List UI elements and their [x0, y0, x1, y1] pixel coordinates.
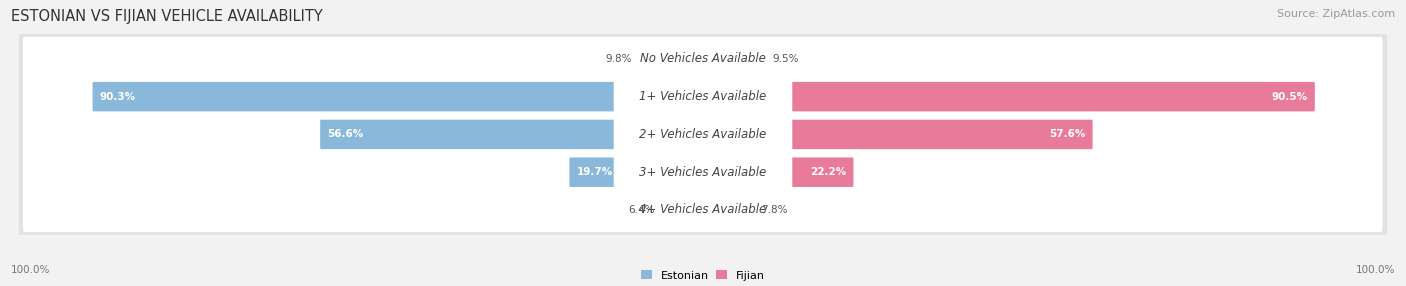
Text: 22.2%: 22.2%	[810, 167, 846, 177]
Legend: Estonian, Fijian: Estonian, Fijian	[637, 266, 769, 285]
FancyBboxPatch shape	[22, 150, 1382, 194]
FancyBboxPatch shape	[18, 69, 1388, 124]
Text: 19.7%: 19.7%	[576, 167, 613, 177]
Text: Source: ZipAtlas.com: Source: ZipAtlas.com	[1277, 9, 1395, 19]
FancyBboxPatch shape	[613, 75, 793, 118]
FancyBboxPatch shape	[321, 120, 703, 149]
FancyBboxPatch shape	[703, 82, 1315, 111]
FancyBboxPatch shape	[22, 188, 1382, 232]
FancyBboxPatch shape	[613, 151, 793, 194]
Text: 9.5%: 9.5%	[772, 54, 799, 64]
Text: 6.4%: 6.4%	[628, 205, 654, 215]
FancyBboxPatch shape	[18, 107, 1388, 162]
Text: 9.8%: 9.8%	[605, 54, 631, 64]
Text: 7.8%: 7.8%	[761, 205, 787, 215]
Text: 90.3%: 90.3%	[100, 92, 136, 102]
FancyBboxPatch shape	[93, 82, 703, 111]
FancyBboxPatch shape	[22, 37, 1382, 81]
FancyBboxPatch shape	[703, 44, 768, 74]
FancyBboxPatch shape	[18, 182, 1388, 237]
FancyBboxPatch shape	[22, 112, 1382, 156]
FancyBboxPatch shape	[613, 37, 793, 80]
Text: 56.6%: 56.6%	[328, 130, 364, 139]
FancyBboxPatch shape	[569, 158, 703, 187]
Text: 4+ Vehicles Available: 4+ Vehicles Available	[640, 203, 766, 217]
FancyBboxPatch shape	[613, 188, 793, 231]
Text: 2+ Vehicles Available: 2+ Vehicles Available	[640, 128, 766, 141]
Text: No Vehicles Available: No Vehicles Available	[640, 52, 766, 65]
FancyBboxPatch shape	[703, 120, 1092, 149]
FancyBboxPatch shape	[659, 195, 703, 225]
FancyBboxPatch shape	[18, 31, 1388, 86]
Text: 3+ Vehicles Available: 3+ Vehicles Available	[640, 166, 766, 179]
FancyBboxPatch shape	[18, 145, 1388, 200]
Text: 90.5%: 90.5%	[1271, 92, 1308, 102]
Text: 1+ Vehicles Available: 1+ Vehicles Available	[640, 90, 766, 103]
Text: ESTONIAN VS FIJIAN VEHICLE AVAILABILITY: ESTONIAN VS FIJIAN VEHICLE AVAILABILITY	[11, 9, 323, 23]
Text: 57.6%: 57.6%	[1049, 130, 1085, 139]
Text: 100.0%: 100.0%	[11, 265, 51, 275]
FancyBboxPatch shape	[613, 113, 793, 156]
Text: 100.0%: 100.0%	[1355, 265, 1395, 275]
FancyBboxPatch shape	[703, 158, 853, 187]
FancyBboxPatch shape	[637, 44, 703, 74]
FancyBboxPatch shape	[703, 195, 756, 225]
FancyBboxPatch shape	[22, 75, 1382, 119]
